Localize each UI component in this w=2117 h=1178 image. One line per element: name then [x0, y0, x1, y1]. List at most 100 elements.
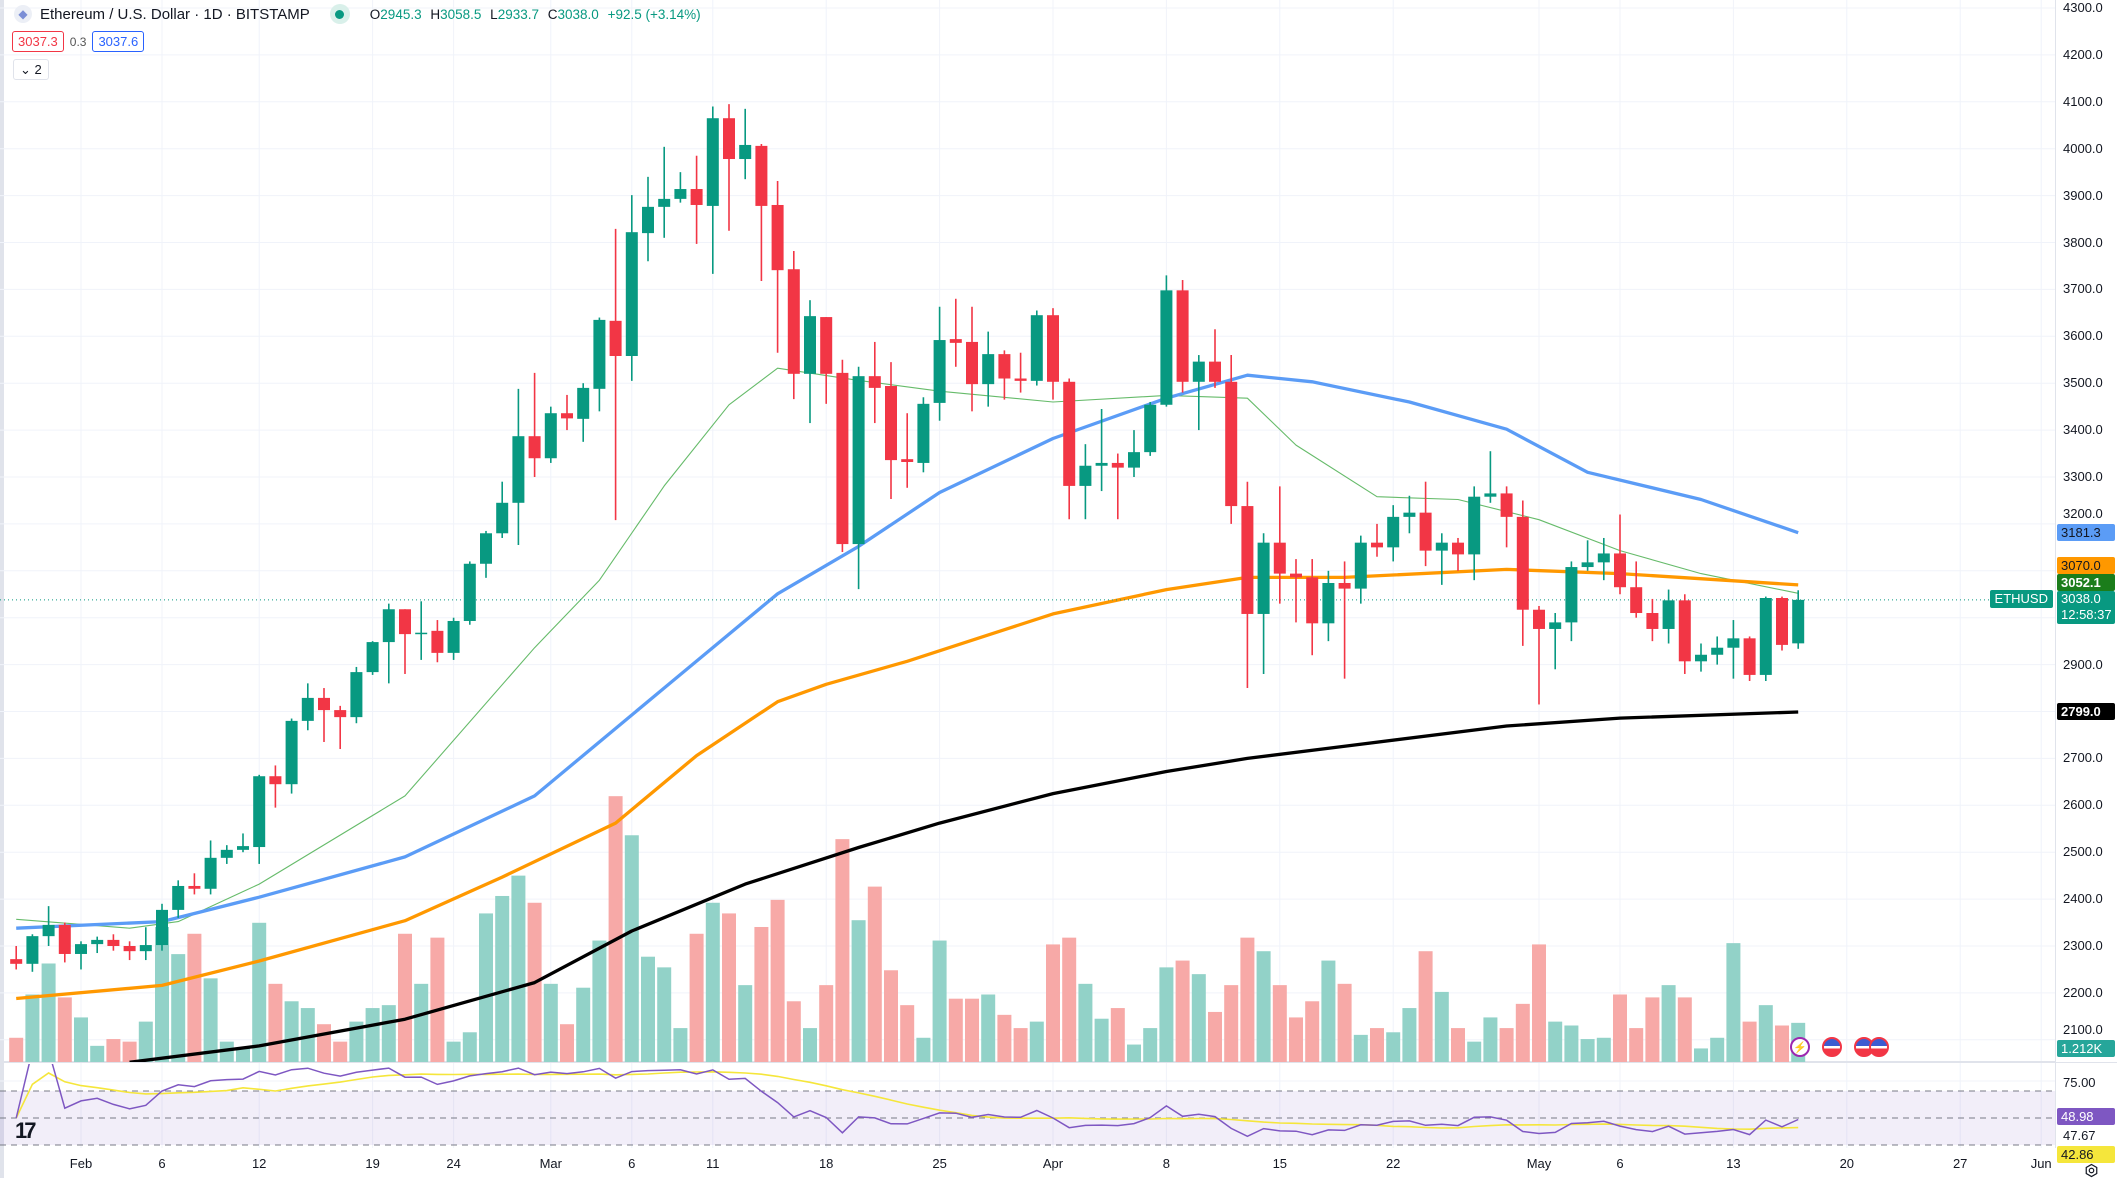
candle-body — [885, 386, 897, 461]
settings-gear-icon[interactable] — [2084, 1163, 2099, 1178]
volume-bar — [786, 1001, 801, 1062]
volume-bar — [965, 998, 979, 1062]
volume-bar — [1078, 983, 1093, 1062]
candle-body — [269, 776, 282, 785]
candle-body — [1776, 598, 1788, 645]
candle — [868, 341, 881, 424]
volume-bar — [74, 1017, 88, 1062]
candle — [1063, 378, 1076, 520]
volume-bar — [981, 994, 996, 1062]
us-flag-event-icon[interactable] — [1869, 1037, 1889, 1057]
candle — [1516, 500, 1529, 646]
time-tick-label: 11 — [706, 1156, 720, 1171]
candle — [1776, 596, 1788, 651]
candle — [1435, 533, 1448, 585]
candle — [480, 530, 492, 578]
candle — [1354, 535, 1367, 604]
candle — [723, 104, 735, 231]
price-tick-label: 2300.0 — [2063, 938, 2103, 953]
volume-label: 1.212K — [2057, 1040, 2115, 1057]
tradingview-logo[interactable]: 17 — [15, 1118, 37, 1143]
pane-separator[interactable] — [2055, 1062, 2117, 1063]
volume-bar — [236, 1048, 250, 1062]
candle-body — [852, 376, 865, 545]
volume-bar — [1046, 944, 1060, 1062]
candle-body — [156, 909, 168, 946]
candle-body — [1533, 609, 1545, 629]
volume-bar — [1499, 1028, 1514, 1062]
candle-body — [804, 316, 816, 374]
symbol-legend: ◆ Ethereum / U.S. Dollar · 1D · BITSTAMP… — [14, 4, 706, 24]
buy-button[interactable]: 3037.6 — [92, 31, 145, 52]
volume-bar — [414, 983, 429, 1062]
candle — [1630, 561, 1643, 618]
volume-bar — [122, 1041, 137, 1062]
candle — [1452, 537, 1464, 571]
candle-body — [253, 776, 266, 848]
candle-body — [10, 959, 23, 964]
price-axis-border — [2055, 0, 2056, 1148]
volume-bar — [1175, 960, 1190, 1062]
volume-bar — [1677, 997, 1692, 1062]
spread-value: 0.3 — [69, 34, 87, 49]
volume-bar — [1775, 1025, 1789, 1062]
candle — [1371, 523, 1383, 557]
candle-body — [1144, 404, 1157, 453]
last-price-label: 3038.0 12:58:37 — [2057, 591, 2115, 624]
change-value: +92.5 (+3.14%) — [607, 6, 701, 22]
candle-body — [755, 145, 768, 206]
candle-body — [593, 319, 606, 389]
candle — [301, 683, 314, 731]
candle-body — [933, 340, 946, 403]
price-tick-label: 2200.0 — [2063, 984, 2103, 1000]
candle-body — [220, 849, 233, 858]
volume-bar — [1451, 1028, 1465, 1062]
candle-body — [836, 372, 849, 545]
chart-canvas[interactable] — [0, 0, 2055, 1148]
price-tick-label: 3500.0 — [2063, 375, 2103, 391]
volume-bar — [770, 899, 785, 1062]
candle — [285, 718, 298, 794]
candle — [318, 688, 330, 742]
volume-bar — [1758, 1005, 1773, 1062]
candle-body — [204, 857, 217, 889]
price-tick-label: 3300.0 — [2063, 469, 2103, 484]
candle — [1338, 561, 1351, 679]
price-tick-label: 3200.0 — [2063, 506, 2103, 521]
volume-bar — [1661, 985, 1676, 1062]
candle-body — [42, 924, 55, 937]
candle — [1387, 505, 1400, 562]
us-flag-event-icon[interactable] — [1822, 1037, 1842, 1057]
candle-body — [1792, 599, 1805, 644]
volume-bar — [1224, 985, 1239, 1062]
candle-body — [399, 609, 411, 635]
high-value: 3058.5 — [440, 6, 482, 22]
symbol-title[interactable]: Ethereum / U.S. Dollar · 1D · BITSTAMP — [40, 5, 310, 23]
candle-body — [1581, 562, 1594, 568]
candle-body — [1630, 587, 1643, 614]
volume-bar — [1402, 1008, 1417, 1062]
candle — [1322, 570, 1335, 642]
time-axis[interactable]: Feb 6 12 19 24 Mar 6 11 18 25 Apr 8 15 22 May 6 13 20 27 Ju… — [0, 1148, 2117, 1178]
market-status-icon[interactable] — [329, 4, 350, 24]
lightning-event-icon[interactable]: ⚡ — [1790, 1037, 1810, 1057]
volume-bar — [900, 1005, 915, 1062]
volume-bar — [1467, 1041, 1482, 1062]
volume-bar — [1240, 937, 1255, 1062]
price-tick-label: 2900.0 — [2063, 656, 2103, 672]
candle — [253, 774, 266, 864]
sell-button[interactable]: 3037.3 — [12, 31, 64, 52]
candle — [1403, 495, 1416, 534]
close-label: C — [547, 6, 558, 22]
candle — [885, 362, 897, 500]
ma-green-price-label: 3052.1 — [2057, 574, 2115, 591]
candle-body — [1727, 638, 1740, 648]
rsi-pane — [0, 1064, 2055, 1146]
indicators-toggle-button[interactable]: ⌄ 2 — [13, 59, 49, 80]
candle — [933, 306, 946, 421]
volume-bar — [300, 1008, 315, 1062]
volume-bar — [592, 940, 607, 1062]
candle-body — [1597, 553, 1610, 563]
volume-bar — [1289, 1017, 1303, 1062]
candle — [512, 388, 525, 546]
